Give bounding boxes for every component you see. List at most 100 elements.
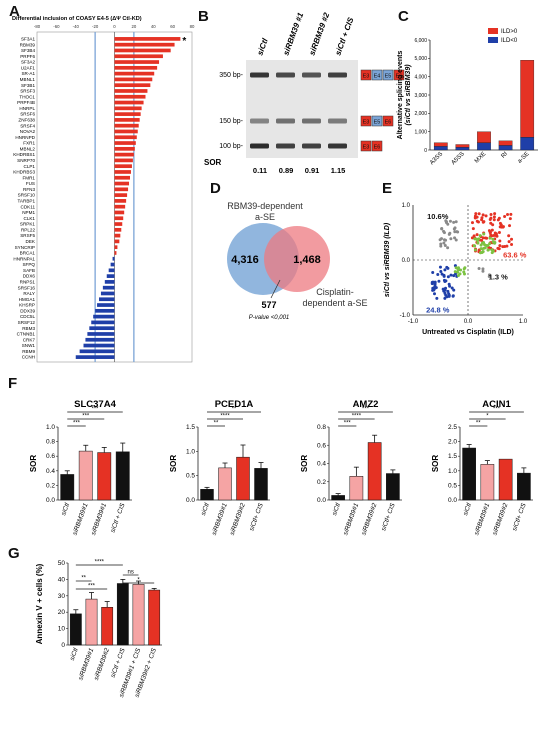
panel-c-ylabel2: (siCtl vs siRBM39) bbox=[405, 64, 412, 126]
panel-e-ylabel: siCtl vs siRBM39 (ILD) bbox=[384, 222, 391, 297]
panel-f-chart-1-bar bbox=[115, 451, 130, 501]
panel-f-chart-1-tick-label: 0.8 bbox=[46, 439, 55, 446]
panel-a-category-label: SF3B1 bbox=[21, 83, 35, 88]
panel-a-category-label: KHDRBS3 bbox=[13, 170, 35, 175]
panel-d-right-count: 1,468 bbox=[293, 254, 321, 266]
panel-f-chart-4-ylabel: SOR bbox=[431, 455, 440, 473]
panel-d-overlap-count: 577 bbox=[261, 300, 276, 310]
panel-e-point-green bbox=[477, 237, 481, 241]
panel-e-point-grey bbox=[446, 222, 450, 226]
panel-e-point-red bbox=[507, 234, 511, 238]
panel-c-ylabel: Alternative splicing events bbox=[397, 51, 404, 140]
panel-e-point-blue bbox=[447, 282, 451, 286]
panel-e-point-red bbox=[508, 217, 512, 221]
panel-e-quadrant-label: 24.8 % bbox=[426, 305, 450, 314]
panel-e-point-blue bbox=[439, 270, 443, 274]
panel-e-quadrant-label: 63.6 % bbox=[503, 250, 527, 259]
panel-e-point-red bbox=[503, 244, 507, 248]
panel-a-category-label: PRPF4B bbox=[17, 100, 35, 105]
panel-e-point-red bbox=[498, 244, 502, 248]
panel-a-category-label: SRSF12 bbox=[18, 320, 36, 325]
panel-e-point-grey bbox=[442, 241, 446, 245]
panel-a-category-label: PRPF6 bbox=[20, 54, 35, 59]
panel-a-bar bbox=[83, 343, 115, 348]
panel-d-label-left: RBM39-dependent bbox=[227, 201, 303, 211]
panel-a-bar bbox=[114, 251, 117, 255]
panel-e-point-grey bbox=[440, 227, 444, 231]
panel-c-bar-ild-neg bbox=[520, 137, 535, 151]
panel-b-exon-box bbox=[360, 69, 372, 81]
panel-f-chart-2-tick-label: 1.0 bbox=[186, 448, 195, 455]
panel-e-point-blue bbox=[436, 272, 440, 276]
panel-e-point-green bbox=[454, 266, 458, 270]
panel-a-category-label: MBNL2 bbox=[20, 146, 36, 151]
panel-c-tick-label: 0 bbox=[424, 148, 427, 154]
panel-e-point-red bbox=[481, 220, 485, 224]
panel-a-bar bbox=[114, 89, 148, 93]
panel-e-point-red bbox=[475, 233, 479, 237]
panel-g-category-label: siRBM39#1 bbox=[77, 647, 95, 681]
panel-e-point-red bbox=[492, 218, 496, 222]
panel-e-point-blue bbox=[437, 279, 441, 283]
panel-a-bar bbox=[114, 129, 138, 134]
panel-e-point-red bbox=[497, 231, 501, 235]
panel-e-point-grey bbox=[452, 220, 456, 224]
panel-e-point-red bbox=[492, 234, 496, 238]
panel-f-chart-1-tick-label: 0.4 bbox=[46, 468, 55, 475]
panel-e-point-blue bbox=[447, 294, 451, 298]
panel-e-point-blue bbox=[451, 294, 455, 298]
panel-b-gel-band bbox=[250, 143, 269, 149]
panel-label-b: B bbox=[198, 8, 209, 25]
panel-f-chart-3-ylabel: SOR bbox=[300, 455, 309, 473]
panel-f-chart-2-category-label: siRBM39#2 bbox=[229, 502, 247, 536]
panel-e-point-grey bbox=[454, 238, 458, 242]
panel-b-gel-band bbox=[328, 118, 347, 124]
panel-a-category-label: KHDRBS1 bbox=[13, 152, 35, 157]
panel-a-category-label: CCNH bbox=[22, 355, 35, 360]
panel-e-point-grey bbox=[477, 266, 481, 270]
panel-f-chart-3-category-label: siCtl+ CIS bbox=[380, 502, 397, 532]
panel-e-point-red bbox=[475, 215, 479, 219]
panel-e-point-red bbox=[489, 213, 493, 217]
panel-a-bar bbox=[106, 274, 115, 278]
panel-a-bar bbox=[114, 141, 136, 145]
panel-a-category-label: SF3B4 bbox=[21, 48, 35, 53]
panel-f-chart-4-tick-label: 1.5 bbox=[448, 453, 457, 460]
panel-b-exon-box bbox=[382, 115, 394, 127]
panel-b-exon-label: E5 bbox=[385, 74, 392, 80]
panel-e-point-blue bbox=[452, 274, 456, 278]
panel-a-category-label: RBM39 bbox=[20, 42, 36, 47]
panel-label-e: E bbox=[382, 180, 393, 197]
panel-c-tick-label: 1,000 bbox=[414, 129, 427, 135]
panel-c-bar-ild-pos bbox=[455, 144, 470, 148]
panel-g-ylabel: Annexin V + cells (%) bbox=[35, 563, 44, 644]
panel-e-point-red bbox=[494, 232, 498, 236]
panel-e-point-blue bbox=[438, 265, 442, 269]
panel-e-point-red bbox=[471, 227, 475, 231]
panel-f-chart-1-sig-label: *** bbox=[82, 414, 90, 420]
panel-g-sig-label: *** bbox=[88, 584, 96, 590]
panel-b-exon-box bbox=[371, 140, 383, 152]
panel-f-chart-4-sig-label: ** bbox=[476, 421, 481, 427]
panel-b-exon-box bbox=[382, 69, 394, 81]
panel-e-point-green bbox=[483, 246, 487, 250]
panel-c-bar-ild-neg bbox=[498, 145, 513, 151]
panel-f-chart-1-sig-label: *** bbox=[73, 421, 81, 427]
panel-e-point-grey bbox=[438, 238, 442, 242]
panel-f-chart-2-tick-label: 0.5 bbox=[186, 473, 195, 480]
panel-d-overlap-pointer bbox=[270, 279, 281, 299]
panel-a-bar bbox=[114, 146, 135, 151]
panel-a-tick-label: 60 bbox=[170, 24, 175, 29]
panel-e-x-tick-label: 0.0 bbox=[464, 319, 473, 325]
panel-f-chart-3-sig-label: **** bbox=[352, 414, 362, 420]
panel-b-exon-box bbox=[371, 115, 383, 127]
panel-a-category-label: SRSF3 bbox=[20, 89, 35, 94]
panel-a-chart: Differential inclusion of COASY E4-5 (ΔΨ… bbox=[12, 16, 195, 363]
panel-g-tick-label: 0 bbox=[61, 642, 65, 649]
panel-f-chart-2-category-label: siCtl+ CIS bbox=[248, 502, 265, 532]
panel-f-chart-1-category-label: siRBM39#1 bbox=[90, 502, 108, 536]
panel-e-point-blue bbox=[444, 293, 448, 297]
panel-e-point-blue bbox=[442, 273, 446, 277]
panel-g-category-label: siRBM39#2 bbox=[93, 647, 111, 681]
panel-c-bar-ild-pos bbox=[520, 60, 535, 138]
